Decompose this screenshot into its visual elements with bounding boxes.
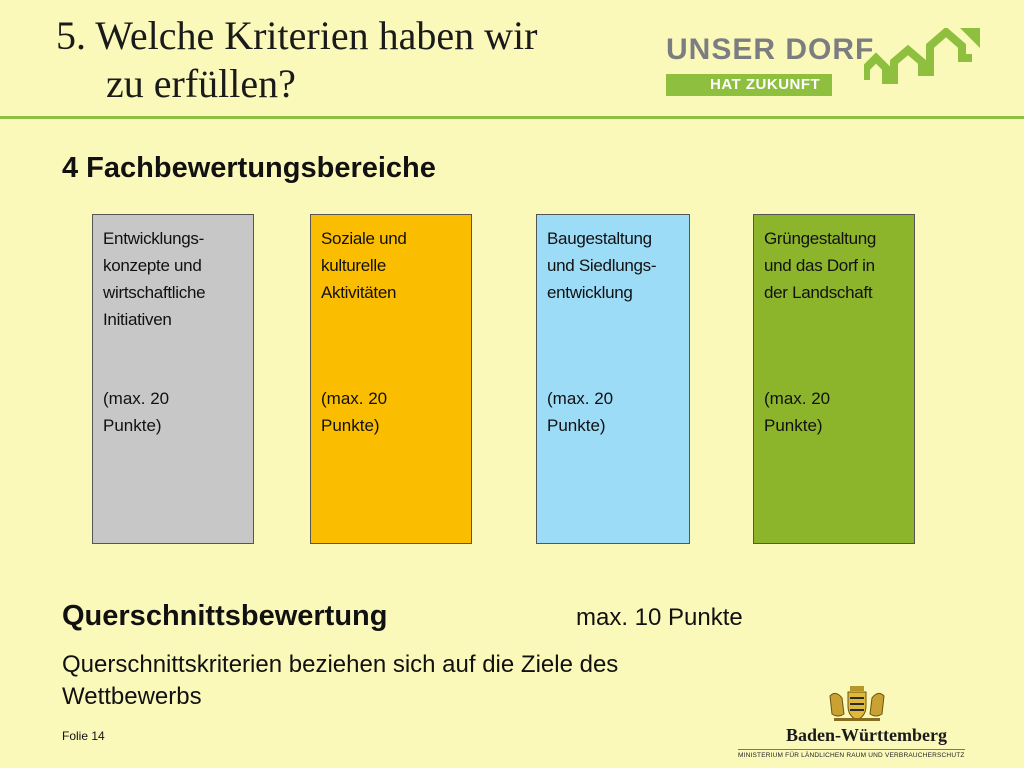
area-box-green: Grüngestaltung und das Dorf in der Lands… [753, 214, 915, 544]
slide-title-line-1: 5. Welche Kriterien haben wir [56, 13, 538, 58]
area-box-social: Soziale und kulturelle Aktivitäten (max.… [310, 214, 472, 544]
logo-text-line-2: HAT ZUKUNFT [666, 74, 832, 96]
cross-section-heading: Querschnittsbewertung [62, 600, 388, 632]
area-label: Grüngestaltung und das Dorf in der Lands… [764, 229, 877, 302]
cross-section-max: max. 10 Punkte [576, 604, 743, 631]
area-label: Entwicklungs- konzepte und wirtschaftlic… [103, 229, 206, 329]
area-points: (max. 20 Punkte) [321, 389, 388, 435]
ministry-name: MINISTERIUM FÜR LÄNDLICHEN RAUM UND VERB… [738, 749, 965, 759]
coat-of-arms-icon [829, 686, 885, 721]
area-box-development: Entwicklungs- konzepte und wirtschaftlic… [92, 214, 254, 544]
slide-title-line-2: zu erfüllen? [106, 61, 296, 106]
area-box-building: Baugestaltung und Siedlungs- entwicklung… [536, 214, 690, 544]
area-label: Baugestaltung und Siedlungs- entwicklung [547, 229, 657, 302]
logo-text-line-1: UNSER DORF [666, 33, 875, 66]
subtitle: 4 Fachbewertungsbereiche [62, 152, 436, 184]
slide-number: Folie 14 [62, 729, 105, 743]
area-points: (max. 20 Punkte) [764, 389, 831, 435]
unser-dorf-logo: UNSER DORF HAT ZUKUNFT [664, 28, 984, 100]
area-points: (max. 20 Punkte) [103, 389, 170, 435]
slide-title: 5. Welche Kriterien haben wir zu erfülle… [56, 12, 537, 108]
cross-section-description: Querschnittskriterien beziehen sich auf … [62, 651, 619, 710]
house-arrow-icon [864, 28, 980, 84]
title-divider [0, 116, 1024, 119]
state-name: Baden-Württemberg [786, 725, 947, 745]
area-points: (max. 20 Punkte) [547, 389, 614, 435]
area-label: Soziale und kulturelle Aktivitäten [321, 229, 407, 302]
